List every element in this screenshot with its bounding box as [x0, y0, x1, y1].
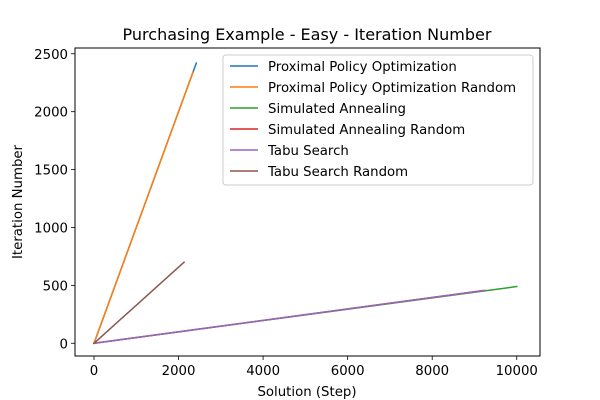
y-tick-label: 0	[60, 337, 68, 352]
legend-label-proximal-policy-optimization: Proximal Policy Optimization	[268, 60, 457, 75]
plot-frame	[74, 47, 541, 357]
chart-title: Purchasing Example - Easy - Iteration Nu…	[123, 25, 492, 44]
x-tick-label: 6000	[331, 364, 365, 379]
y-tick-label: 2500	[34, 48, 68, 63]
legend-label-simulated-annealing-random: Simulated Annealing Random	[268, 123, 465, 138]
legend-label-proximal-policy-optimization-random: Proximal Policy Optimization Random	[268, 81, 516, 96]
series-line-tabu-search	[93, 289, 486, 345]
x-axis-title: Solution (Step)	[257, 385, 356, 400]
legend-box	[222, 54, 534, 186]
y-tick-label: 1500	[34, 164, 68, 179]
y-axis-title: Iteration Number	[11, 144, 26, 259]
y-tick-label: 1000	[34, 221, 68, 236]
series-line-tabu-search-random	[92, 261, 186, 345]
y-tick-label: 2000	[34, 106, 68, 121]
x-tick-label: 4000	[246, 364, 280, 379]
series-line-proximal-policy-optimization-random	[93, 71, 194, 345]
x-axis: 0 2000 4000 6000 8000 10000	[90, 356, 538, 379]
legend-label-tabu-search-random: Tabu Search Random	[267, 165, 408, 180]
y-tick-label: 500	[43, 279, 68, 294]
legend-label-simulated-annealing: Simulated Annealing	[268, 102, 406, 117]
x-tick-label: 0	[90, 364, 98, 379]
x-tick-label: 2000	[162, 364, 196, 379]
plot-lines	[92, 62, 518, 345]
y-axis: 0 500 1000 1500 2000 2500	[34, 48, 75, 352]
legend-label-tabu-search: Tabu Search	[267, 144, 349, 159]
x-tick-label: 8000	[415, 364, 449, 379]
legend: Proximal Policy Optimization Proximal Pol…	[222, 54, 534, 186]
x-tick-label: 10000	[496, 364, 538, 379]
